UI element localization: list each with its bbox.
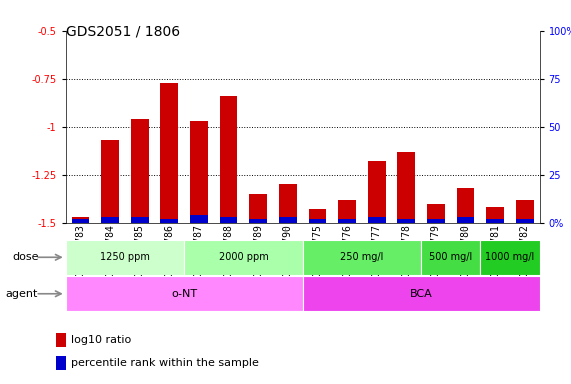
Bar (220, 217, 238, 223)
Bar (160, 83, 178, 223)
Bar (338, 200, 356, 223)
Bar (66, 276, 303, 311)
Text: percentile rank within the sample: percentile rank within the sample (71, 358, 259, 368)
Bar (279, 184, 297, 223)
Text: agent: agent (6, 289, 38, 299)
Text: o-NT: o-NT (171, 289, 197, 299)
Bar (190, 215, 208, 223)
Bar (279, 217, 297, 223)
Bar (480, 240, 540, 275)
Bar (368, 161, 385, 223)
Bar (101, 140, 119, 223)
Text: BCA: BCA (410, 289, 432, 299)
Bar (56, 333, 66, 348)
Text: log10 ratio: log10 ratio (71, 335, 131, 345)
Bar (56, 356, 66, 370)
Bar (516, 200, 534, 223)
Bar (250, 219, 267, 223)
Text: 1250 ppm: 1250 ppm (100, 252, 150, 262)
Bar (397, 152, 415, 223)
Bar (303, 276, 540, 311)
Bar (421, 240, 480, 275)
Text: 2000 ppm: 2000 ppm (219, 252, 268, 262)
Bar (131, 119, 148, 223)
Bar (397, 219, 415, 223)
Text: dose: dose (13, 252, 39, 262)
Text: GDS2051 / 1806: GDS2051 / 1806 (66, 25, 180, 39)
Bar (516, 219, 534, 223)
Text: 250 mg/l: 250 mg/l (340, 252, 384, 262)
Bar (303, 240, 421, 275)
Bar (427, 219, 445, 223)
Bar (338, 219, 356, 223)
Bar (220, 96, 238, 223)
Bar (66, 240, 184, 275)
Text: 500 mg/l: 500 mg/l (429, 252, 472, 262)
Bar (486, 207, 504, 223)
Bar (308, 209, 327, 223)
Bar (71, 217, 89, 223)
Bar (457, 188, 475, 223)
Bar (160, 219, 178, 223)
Text: 1000 mg/l: 1000 mg/l (485, 252, 534, 262)
Bar (427, 204, 445, 223)
Bar (368, 217, 385, 223)
Bar (71, 219, 89, 223)
Bar (190, 121, 208, 223)
Bar (457, 217, 475, 223)
Bar (308, 219, 327, 223)
Bar (486, 219, 504, 223)
Bar (250, 194, 267, 223)
Bar (101, 217, 119, 223)
Bar (184, 240, 303, 275)
Bar (131, 217, 148, 223)
